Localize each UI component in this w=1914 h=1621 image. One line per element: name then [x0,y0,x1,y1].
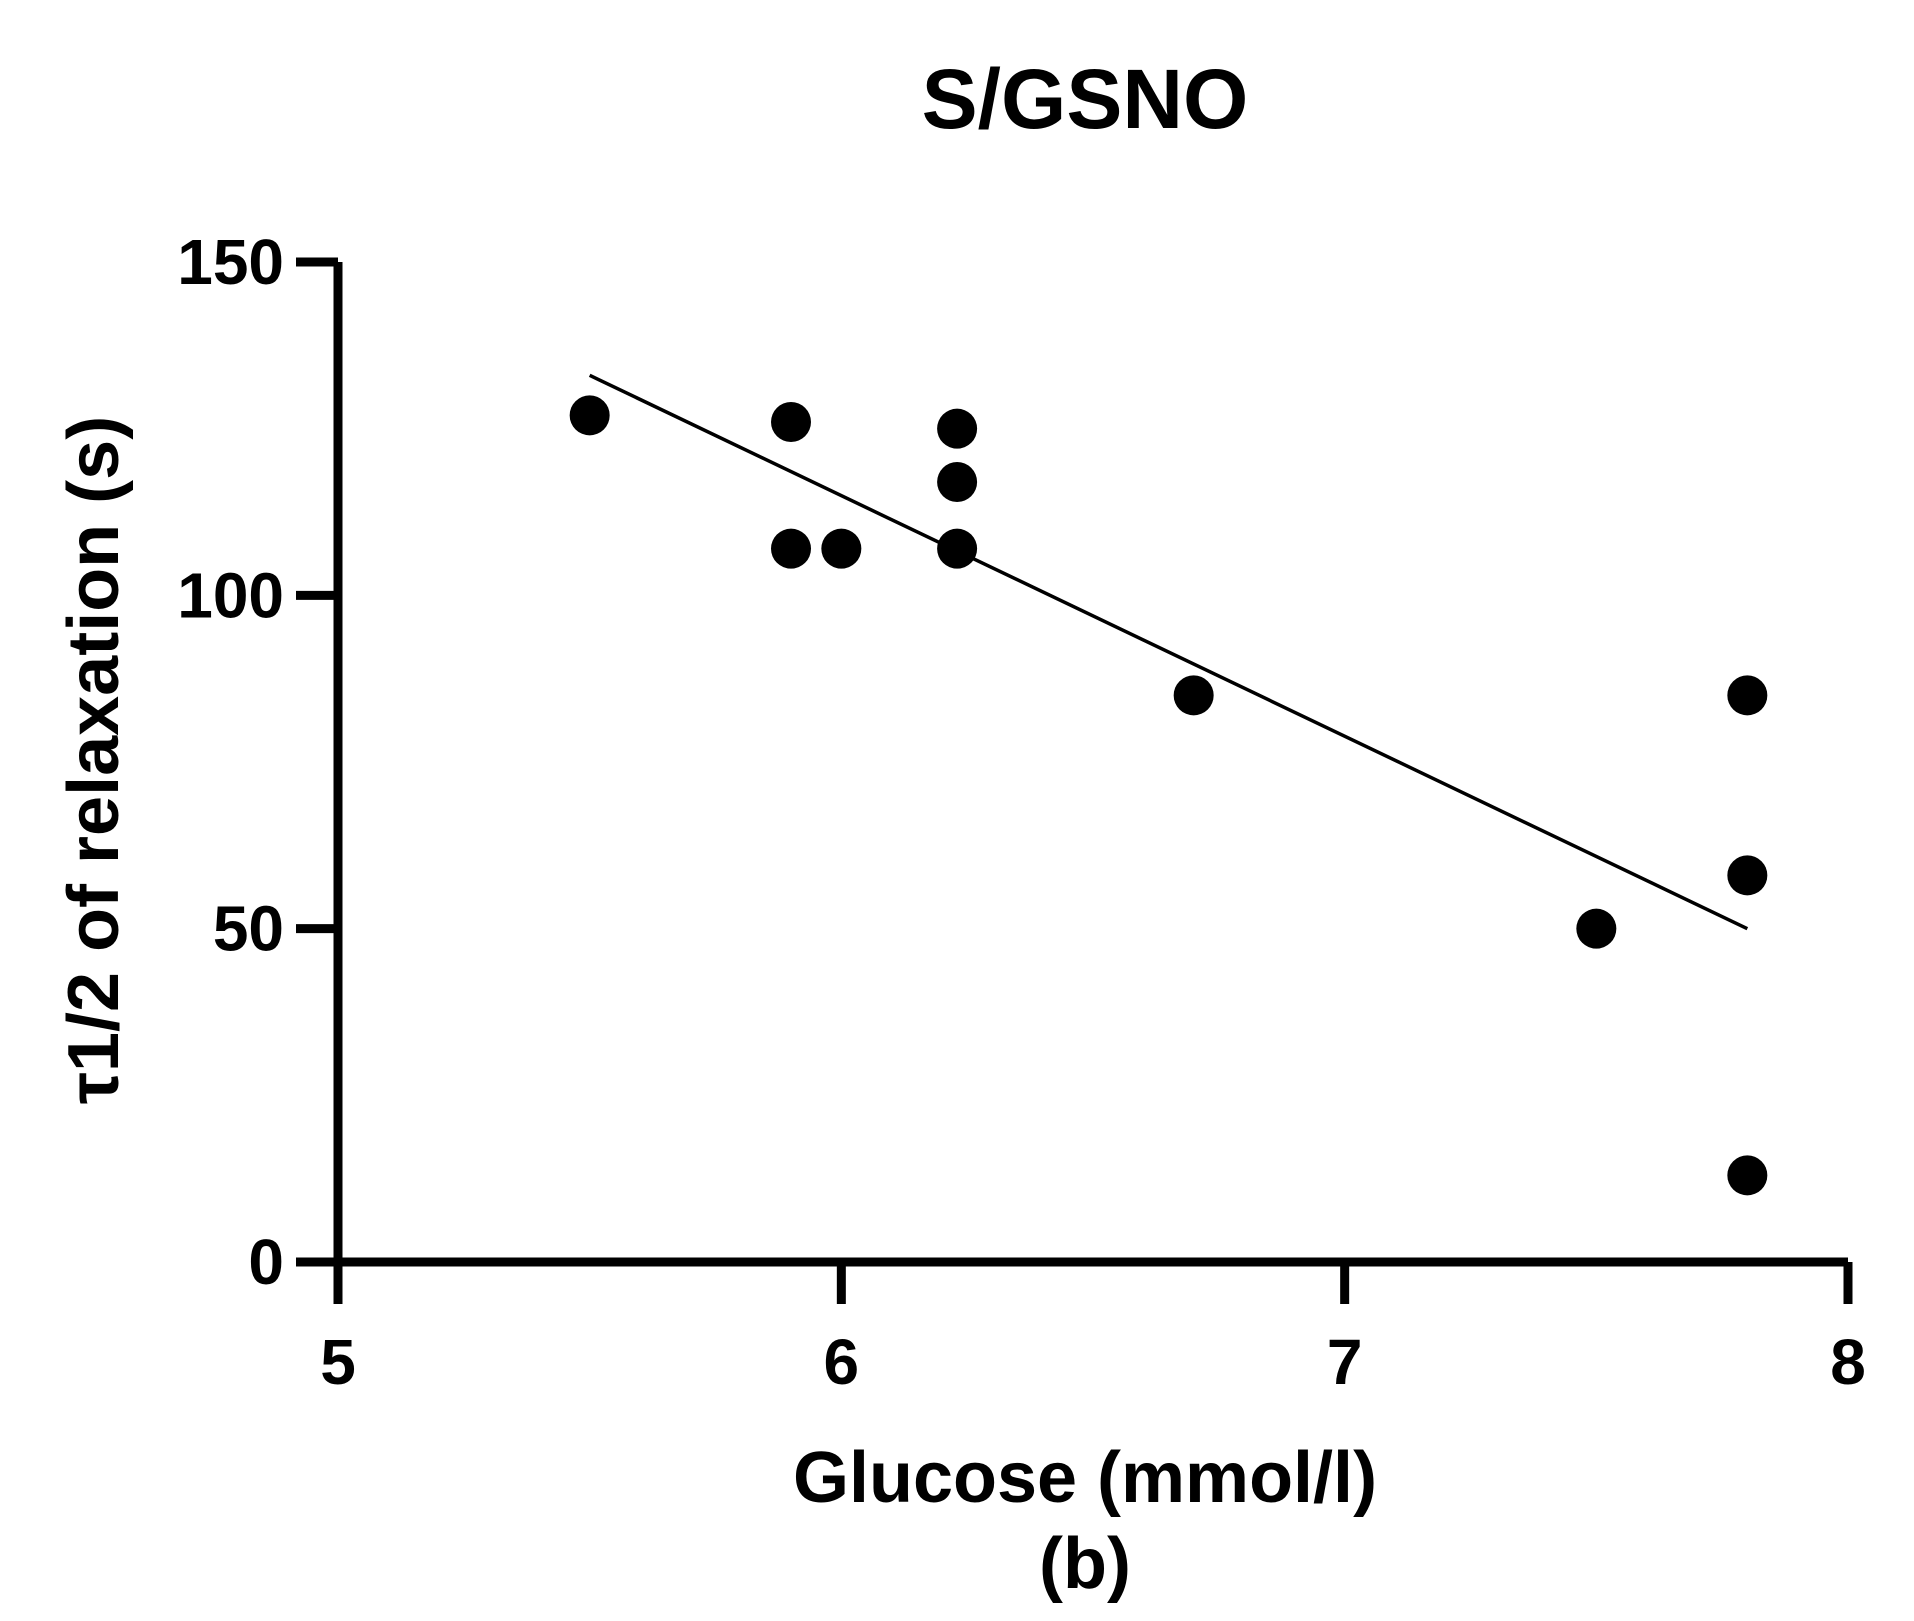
regression-line-group [588,373,1749,931]
x-tick-label: 6 [824,1326,860,1398]
data-point [1576,908,1617,949]
x-axis-label: Glucose (mmol/l) [793,1438,1377,1518]
x-tick-label: 7 [1327,1326,1363,1398]
data-point [937,408,978,449]
chart-title: S/GSNO [922,52,1249,146]
y-tick-label: 0 [248,1226,284,1298]
data-point [1727,675,1768,716]
y-tick-label: 150 [177,226,284,298]
axes [333,262,1848,1267]
panel-label: (b) [1039,1524,1131,1604]
data-point [937,528,978,569]
data-point [821,528,862,569]
y-tick-label: 50 [213,893,284,965]
y-axis-label: τ1/2 of relaxation (s) [54,416,134,1104]
x-ticks: 5 6 7 8 [320,1262,1866,1398]
regression-line [588,373,1749,931]
data-point [937,462,978,502]
y-tick-label: 100 [177,559,284,631]
data-point [1727,855,1768,896]
data-points [569,395,1768,1196]
x-tick-label: 8 [1830,1326,1866,1398]
x-tick-label: 5 [320,1326,356,1398]
data-point [1173,675,1214,716]
data-point [569,395,610,436]
y-ticks: 0 50 100 150 [177,226,338,1298]
data-point [1727,1155,1768,1196]
data-point [771,402,811,442]
data-point [771,528,811,569]
